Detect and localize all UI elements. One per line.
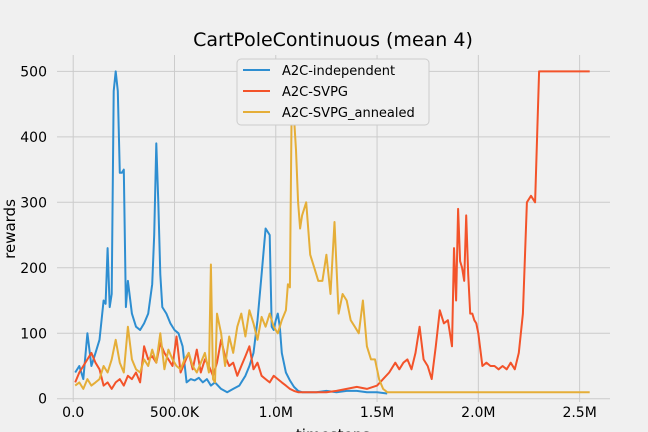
x-tick-label: 1.5M	[360, 405, 394, 421]
y-tick-label: 500	[20, 64, 47, 80]
y-tick-label: 200	[20, 261, 47, 277]
x-tick-label: 1.0M	[259, 405, 293, 421]
legend: A2C-independent A2C-SVPG A2C-SVPG_annealed	[236, 58, 430, 126]
y-tick-label: 0	[38, 392, 47, 408]
legend-label-3: A2C-SVPG_annealed	[282, 106, 415, 121]
series-line-3	[74, 70, 590, 394]
x-tick-label: 0.0	[62, 405, 84, 421]
x-axis-label: timesteps	[296, 426, 370, 432]
y-tick-label: 100	[20, 326, 47, 342]
x-tick-label: 2.0M	[461, 405, 495, 421]
y-axis-label: rewards	[1, 199, 19, 259]
x-tick-label: 500.0K	[150, 405, 200, 421]
legend-label-1: A2C-independent	[282, 64, 395, 79]
legend-box	[236, 58, 430, 126]
series-line-1	[74, 70, 388, 395]
legend-label-2: A2C-SVPG	[282, 85, 348, 100]
y-tick-label: 300	[20, 195, 47, 211]
x-tick-label: 2.5M	[562, 405, 596, 421]
x-axis-ticks: 0.0 500.0K 1.0M 1.5M 2.0M 2.5M	[62, 405, 597, 421]
y-tick-label: 400	[20, 130, 47, 146]
y-axis-ticks: 0 100 200 300 400 500	[20, 64, 47, 407]
series-lines	[74, 70, 590, 395]
chart-title: CartPoleContinuous (mean 4)	[193, 29, 473, 51]
